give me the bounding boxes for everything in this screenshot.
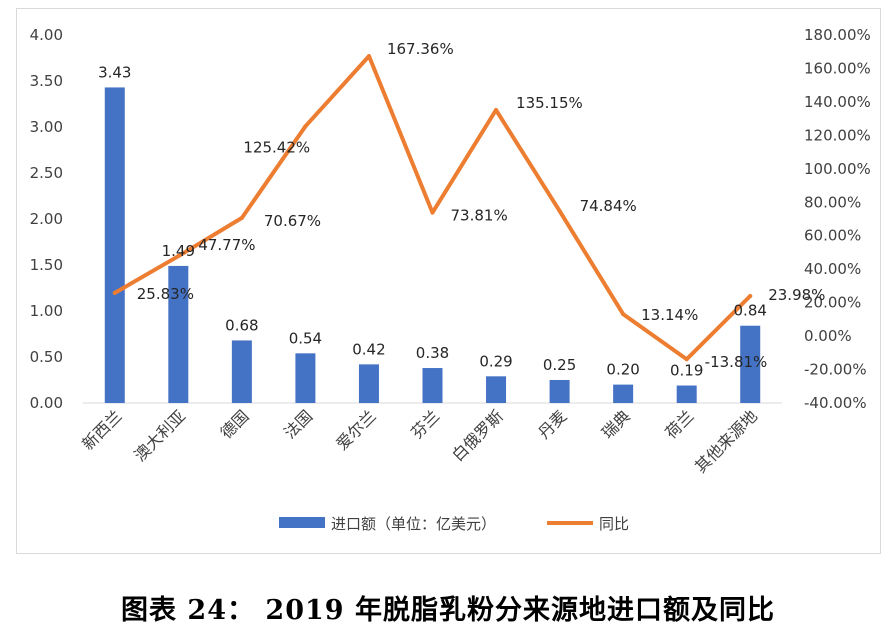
line-data-label: 125.42% [243, 138, 310, 156]
bar [231, 340, 252, 403]
line-data-label: 25.83% [137, 285, 194, 303]
line-data-label: 135.15% [516, 94, 583, 112]
bar-data-label: 0.25 [543, 356, 576, 374]
category-label: 其他来源地 [691, 406, 761, 476]
line-data-label: 70.67% [264, 212, 321, 230]
line-point [430, 210, 435, 215]
y-axis-left: 0.00 0.50 1.00 1.50 2.00 2.50 3.00 3.50 4.00 [30, 26, 63, 412]
y-left-tick-label: 4.00 [30, 26, 63, 44]
bar [549, 380, 570, 403]
y-left-tick-label: 2.50 [30, 164, 63, 182]
y-left-tick-label: 1.50 [30, 256, 63, 274]
bar-data-label: 1.49 [162, 242, 195, 260]
y-right-tick-label: 100.00% [804, 160, 871, 178]
line-point [303, 124, 308, 129]
y-left-tick-label: 3.50 [30, 72, 63, 90]
y-right-tick-label: 0.00% [804, 327, 852, 345]
category-label: 白俄罗斯 [448, 406, 507, 465]
category-label: 瑞典 [598, 406, 634, 442]
y-right-tick-label: 140.00% [804, 93, 871, 111]
line-data-label: 47.77% [198, 236, 255, 254]
y-right-tick-label: 60.00% [804, 227, 861, 245]
legend-swatch-bar [279, 517, 325, 528]
bar [358, 364, 379, 403]
bar-data-label: 0.20 [606, 361, 639, 379]
bar-data-label: 0.38 [416, 344, 449, 362]
y-left-tick-label: 2.00 [30, 210, 63, 228]
line-data-label: -13.81% [705, 353, 768, 371]
y-left-tick-label: 1.00 [30, 302, 63, 320]
line-point [366, 54, 371, 59]
y-right-tick-label: 40.00% [804, 260, 861, 278]
bar [486, 376, 507, 403]
bar-data-label: 0.84 [734, 302, 767, 320]
line-point [557, 208, 562, 213]
line-data-label: 74.84% [580, 197, 637, 215]
bar [295, 353, 316, 403]
bar-data-label: 0.19 [670, 362, 703, 380]
bar-data-label: 0.29 [479, 352, 512, 370]
line-point [748, 293, 753, 298]
line-series [112, 54, 753, 362]
line-point [239, 215, 244, 220]
y-right-tick-label: 20.00% [804, 294, 861, 312]
bar-data-labels: 3.43 1.49 0.68 0.54 0.42 0.38 0.29 0.25 0.20 0.19… [98, 63, 767, 379]
bar [740, 325, 761, 403]
bar [422, 368, 443, 403]
y-right-tick-label: -20.00% [804, 361, 867, 379]
bar [104, 87, 125, 403]
y-right-tick-label: 160.00% [804, 59, 871, 77]
category-label: 荷兰 [661, 406, 697, 442]
category-label: 德国 [217, 406, 253, 442]
legend: 进口额（单位：亿美元） 同比 [279, 515, 629, 533]
bar-data-label: 3.43 [98, 63, 131, 81]
category-label: 爱尔兰 [332, 406, 379, 453]
category-label: 新西兰 [78, 406, 125, 453]
bar [676, 385, 697, 403]
y-left-tick-label: 3.00 [30, 118, 63, 136]
y-right-tick-label: 120.00% [804, 126, 871, 144]
figure-caption: 图表 24： 2019 年脱脂乳粉分来源地进口额及同比 [121, 595, 775, 626]
chart-frame: 0.00 0.50 1.00 1.50 2.00 2.50 3.00 3.50 4.00 -40… [16, 8, 881, 554]
legend-label-bar: 进口额（单位：亿美元） [331, 515, 496, 533]
chart-canvas: 0.00 0.50 1.00 1.50 2.00 2.50 3.00 3.50 4.00 -40… [30, 26, 871, 533]
line-data-label: 167.36% [387, 40, 454, 58]
line-data-labels: 25.83% 47.77% 70.67% 125.42% 167.36% 73.81% 13… [137, 40, 826, 371]
line-data-label: 13.14% [641, 306, 698, 324]
category-label: 芬兰 [407, 406, 443, 442]
bar-data-label: 0.54 [289, 329, 322, 347]
y-right-tick-label: 80.00% [804, 193, 861, 211]
bar [613, 384, 634, 403]
bar-data-label: 0.42 [352, 340, 385, 358]
y-left-tick-label: 0.50 [30, 348, 63, 366]
y-left-tick-label: 0.00 [30, 394, 63, 412]
line-point [621, 312, 626, 317]
line-point [684, 357, 689, 362]
bar-data-label: 0.68 [225, 316, 258, 334]
y-axis-right: -40.00% -20.00% 0.00% 20.00% 40.00% 60.00% 80.… [804, 26, 871, 412]
category-label: 丹麦 [534, 406, 570, 442]
line-point [494, 108, 499, 113]
line-point [176, 254, 181, 259]
category-label: 澳大利亚 [130, 406, 189, 465]
legend-label-line: 同比 [599, 515, 629, 533]
line-data-label: 73.81% [451, 207, 508, 225]
bar-series [104, 87, 761, 403]
y-right-tick-label: 180.00% [804, 26, 871, 44]
bar [168, 265, 189, 403]
line-point [112, 290, 117, 295]
line-data-label: 23.98% [768, 286, 825, 304]
category-label: 法国 [280, 406, 316, 442]
y-right-tick-label: -40.00% [804, 394, 867, 412]
